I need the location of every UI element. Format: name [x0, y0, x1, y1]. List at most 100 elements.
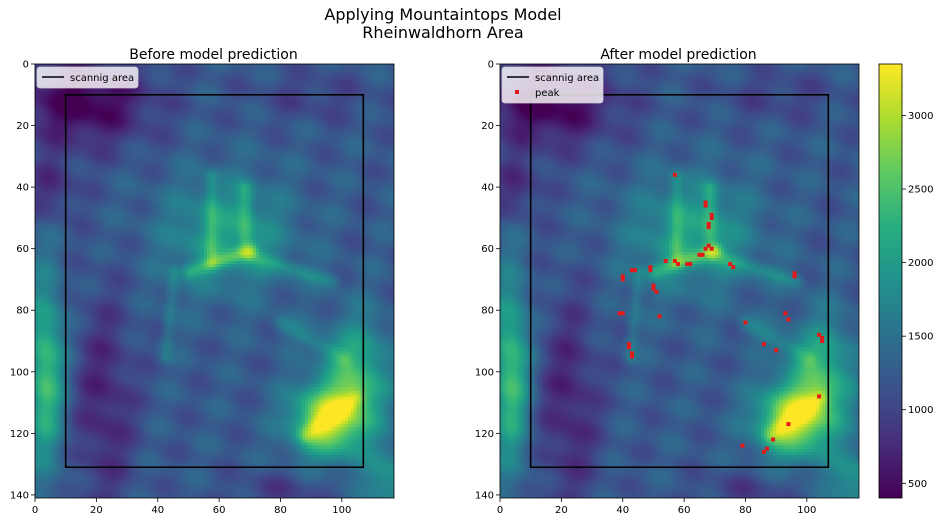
x-tick-label: 20 — [90, 505, 103, 516]
colorbar-tick-label: 1000 — [908, 405, 933, 416]
y-tick-label: 60 — [16, 244, 29, 255]
panel-title-after: After model prediction — [600, 47, 756, 63]
legend-label-scanning-area: scannig area — [70, 73, 134, 84]
peak-marker — [792, 271, 797, 276]
peak-marker — [648, 268, 653, 273]
peak-marker — [675, 262, 680, 267]
peak-marker — [672, 172, 677, 177]
peak-marker — [771, 437, 776, 442]
peak-marker — [633, 268, 638, 273]
peak-marker — [761, 342, 766, 347]
peak-marker — [786, 317, 791, 322]
panel-title-before: Before model prediction — [129, 47, 298, 63]
peak-marker — [629, 268, 634, 273]
colorbar-gradient — [878, 63, 903, 499]
peak-marker — [703, 200, 708, 205]
elevation-heatmap-before — [35, 64, 394, 498]
legend-peak-marker — [515, 90, 519, 94]
peak-marker — [820, 335, 825, 340]
peak-marker — [703, 246, 708, 251]
peak-marker — [672, 258, 677, 263]
peak-marker — [703, 203, 708, 208]
peak-marker — [764, 446, 769, 451]
y-tick-label: 20 — [481, 121, 494, 132]
peak-marker — [700, 252, 705, 257]
y-tick-label: 100 — [10, 367, 29, 378]
colorbar-tick-label: 3000 — [908, 111, 933, 122]
peak-marker — [620, 311, 625, 316]
peak-marker — [709, 212, 714, 217]
peak-marker — [620, 277, 625, 282]
peak-marker — [761, 449, 766, 454]
peak-marker — [820, 339, 825, 344]
peak-marker — [709, 246, 714, 251]
legend-box — [36, 66, 139, 89]
colorbar-tick-label: 2000 — [908, 258, 933, 269]
y-tick-label: 140 — [475, 490, 494, 501]
y-tick-label: 60 — [481, 244, 494, 255]
x-tick-label: 40 — [616, 505, 629, 516]
x-tick-label: 80 — [274, 505, 287, 516]
x-tick-label: 60 — [678, 505, 691, 516]
y-tick-label: 20 — [16, 121, 29, 132]
x-tick-label: 100 — [332, 505, 351, 516]
peak-marker — [783, 311, 788, 316]
peak-marker — [626, 342, 631, 347]
peak-marker — [728, 262, 733, 267]
peak-marker — [697, 252, 702, 257]
legend-label-scanning-area: scannig area — [535, 73, 599, 84]
peak-marker — [731, 265, 736, 270]
legend-after: scannig area peak — [501, 66, 604, 104]
colorbar-tick-label: 500 — [908, 479, 927, 490]
peak-marker — [817, 394, 822, 399]
x-tick-label: 40 — [151, 505, 164, 516]
figure-title-line1: Applying Mountaintops Model — [324, 5, 561, 24]
scanning-area-rect — [529, 93, 830, 469]
peak-marker — [629, 354, 634, 359]
y-tick-label: 0 — [23, 60, 29, 71]
panel-after: After model prediction 0 20 40 60 80 100 0 20 4… — [475, 47, 860, 516]
x-tick-label: 60 — [213, 505, 226, 516]
peak-marker — [651, 283, 656, 288]
axes-frame-before — [34, 63, 395, 499]
peak-marker — [648, 265, 653, 270]
figure-title-line2: Rheinwaldhorn Area — [362, 23, 523, 42]
peak-marker — [629, 351, 634, 356]
x-tick-label: 100 — [797, 505, 816, 516]
panel-before: Before model prediction 0 20 40 60 80 100 0 20… — [10, 47, 395, 516]
peak-marker — [740, 443, 745, 448]
x-tick-label: 20 — [555, 505, 568, 516]
peak-marker — [620, 274, 625, 279]
peak-marker — [709, 215, 714, 220]
colorbar-tick-label: 2500 — [908, 185, 933, 196]
y-tick-label: 40 — [16, 183, 29, 194]
y-tick-label: 40 — [481, 183, 494, 194]
legend-label-peak: peak — [535, 88, 560, 99]
colorbar: 500 1000 1500 2000 2500 3000 — [878, 63, 933, 499]
peak-marker — [626, 345, 631, 350]
y-tick-label: 100 — [475, 367, 494, 378]
y-tick-label: 120 — [475, 429, 494, 440]
y-tick-label: 0 — [488, 60, 494, 71]
colorbar-tick-label: 1500 — [908, 332, 933, 343]
y-tick-label: 120 — [10, 429, 29, 440]
legend-box — [501, 66, 604, 104]
y-tick-label: 80 — [16, 306, 29, 317]
peak-marker — [651, 286, 656, 291]
peak-marker — [792, 274, 797, 279]
peak-marker — [688, 262, 693, 267]
peak-marker — [617, 311, 622, 316]
peak-marker — [786, 422, 791, 427]
peak-marker — [706, 222, 711, 227]
elevation-heatmap-after — [500, 64, 859, 498]
peak-marker — [657, 314, 662, 319]
x-tick-label: 80 — [739, 505, 752, 516]
scanning-area-rect — [64, 93, 365, 469]
peak-marker — [663, 258, 668, 263]
peak-marker — [706, 243, 711, 248]
x-tick-label: 0 — [32, 505, 38, 516]
peak-marker — [654, 289, 659, 294]
axes-frame-after — [499, 63, 860, 499]
peak-marker — [743, 320, 748, 325]
